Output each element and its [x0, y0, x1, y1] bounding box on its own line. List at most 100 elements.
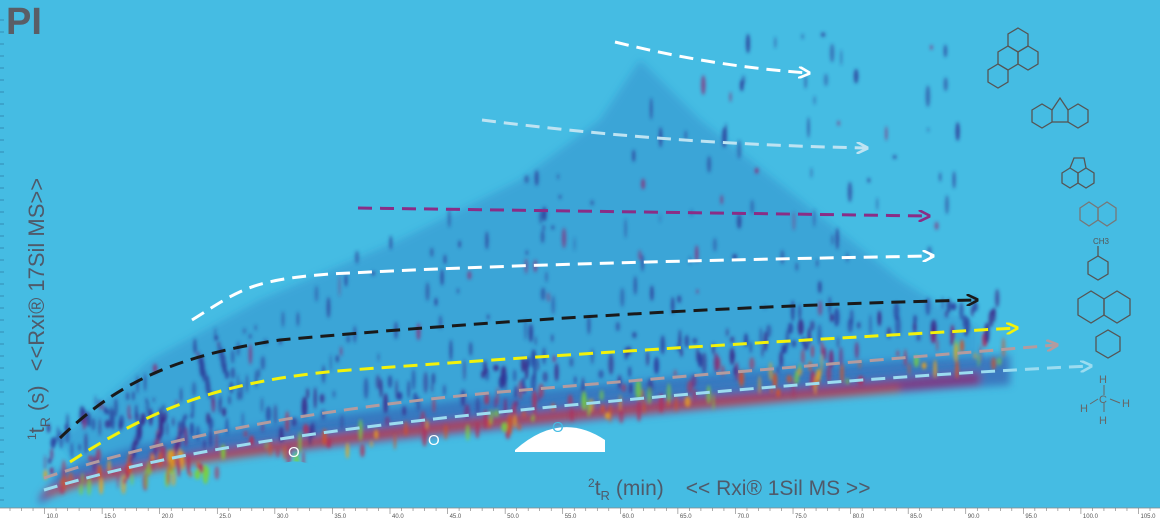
peak-spot [397, 391, 403, 401]
peak-spot [502, 372, 508, 384]
peak-spot [817, 280, 822, 294]
peak-spot [140, 412, 146, 425]
x-tick-label: 90.0 [968, 514, 980, 520]
peak-spot [927, 246, 932, 256]
peak-spot [332, 390, 336, 398]
peak-spot [227, 395, 232, 405]
peak-spot [475, 421, 480, 439]
peak-spot [952, 171, 956, 189]
peak-spot [647, 387, 652, 405]
trend-line-methane [43, 366, 1090, 492]
peak-spot [98, 418, 101, 437]
peak-spot [423, 371, 429, 394]
peak-spot [248, 343, 252, 365]
peak-spot [615, 321, 620, 332]
peak-spot [536, 358, 539, 372]
peak-spot [822, 347, 827, 361]
peak-spot [524, 318, 527, 341]
peak-spot [431, 382, 434, 393]
peak-spot [94, 395, 97, 407]
peak-spot [677, 295, 682, 304]
trend-line-fluorene [481, 118, 866, 148]
peak-spot [814, 375, 817, 395]
trend-line-toluene [58, 300, 976, 440]
peak-spot [507, 413, 513, 436]
peak-spot [321, 409, 326, 420]
peak-spot [945, 195, 949, 215]
peak-spot [254, 324, 257, 331]
peak-spot [624, 347, 628, 360]
peak-spot [340, 414, 343, 431]
peak-spot [930, 45, 933, 50]
peak-spot [204, 466, 210, 478]
peak-spot [384, 416, 390, 426]
peak-spot [641, 388, 644, 403]
peak-spot [416, 396, 420, 411]
peak-spot [525, 250, 529, 256]
peak-spot [877, 310, 882, 327]
structure-acenaphthene [1061, 157, 1095, 189]
peak-spot [829, 43, 835, 63]
trend-line-pyrene [614, 40, 808, 73]
peak-spot [296, 311, 300, 327]
peak-spot [207, 417, 214, 430]
peak-spot [854, 341, 859, 359]
peak-spot [895, 315, 901, 337]
peak-spot [540, 230, 545, 244]
peak-spot [551, 295, 556, 315]
peak-spot [817, 300, 823, 316]
baseline-bumps [262, 427, 605, 478]
peak-spot [241, 412, 244, 428]
peak-spot [680, 348, 683, 357]
peak-spot [346, 334, 351, 343]
peak-spot [684, 396, 691, 408]
peak-spot [706, 385, 711, 405]
peak-spot [816, 368, 821, 381]
peak-spot [701, 75, 706, 95]
peak-spot [534, 336, 537, 346]
peak-spot [539, 210, 542, 225]
peak-spot [191, 381, 197, 397]
peak-spot [803, 342, 809, 351]
peak-spot [344, 274, 348, 287]
peak-spot [820, 353, 823, 375]
peak-spot [91, 418, 96, 431]
elution-band [38, 355, 1010, 505]
peak-spot [804, 75, 807, 89]
peak-spot [542, 224, 546, 232]
peak-spot [374, 429, 379, 440]
toluene-methyl-label: CH3 [1093, 237, 1110, 246]
peak-spot [88, 413, 91, 428]
peak-spot [186, 453, 191, 475]
peak-spot [440, 269, 444, 286]
peak-spot [800, 349, 805, 365]
peak-spot [792, 211, 796, 231]
peak-spot [673, 369, 677, 377]
peak-spot [620, 287, 625, 308]
xlabel-column: << Rxi® 1Sil MS >> [686, 477, 871, 500]
peak-spot [47, 423, 51, 433]
peak-spot [319, 393, 325, 404]
peak-spot [590, 348, 594, 365]
peak-spot [265, 406, 272, 422]
peak-spot [87, 455, 93, 462]
peak-spot [407, 380, 411, 399]
x-tick-label: 55.0 [565, 514, 577, 520]
peak-spot [916, 334, 921, 341]
peak-spot [650, 97, 653, 120]
annotation-o-1: O [288, 444, 300, 461]
peak-spot [449, 339, 453, 361]
peak-spot [166, 465, 170, 486]
peak-spot [785, 329, 790, 349]
peak-spot [840, 49, 842, 66]
peak-spot [281, 311, 285, 328]
peak-spot [632, 149, 636, 163]
ylabel-sub: R [37, 417, 53, 427]
peak-spot [127, 404, 131, 419]
peak-spot [91, 455, 98, 473]
peak-spot [370, 440, 373, 448]
x-axis-label: 2tR (min) << Rxi® 1Sil MS >> [588, 476, 870, 503]
peak-spot [161, 404, 166, 411]
peak-spot [599, 390, 604, 401]
peak-spot [166, 421, 169, 437]
